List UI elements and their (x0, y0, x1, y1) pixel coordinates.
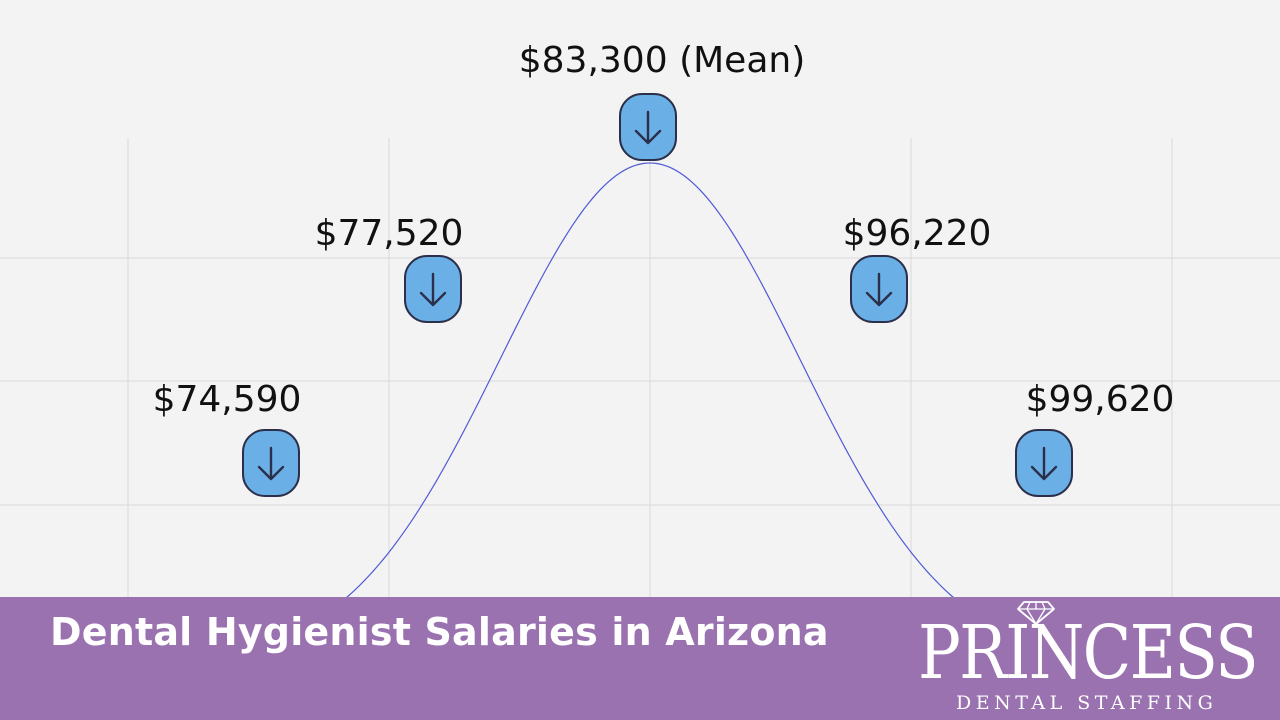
salary-labels: $74,590 $77,520 $83,300 (Mean) $96,220 $99,6… (153, 40, 1175, 420)
logo-subtitle: DENTAL STAFFING (956, 692, 1218, 714)
salary-markers (242, 93, 1073, 497)
salary-marker (242, 429, 300, 497)
princess-logo: PRINCESS DENTAL STAFFING (918, 600, 1268, 718)
title-banner (0, 597, 1280, 720)
arrow-down-icon (634, 110, 662, 145)
salary-label: $74,590 (153, 379, 302, 420)
arrow-down-icon (257, 446, 285, 481)
arrow-down-icon (419, 272, 447, 307)
salary-label: $96,220 (843, 213, 992, 254)
salary-label: $99,620 (1026, 379, 1175, 420)
salary-marker (404, 255, 462, 323)
chart-title: Dental Hygienist Salaries in Arizona (50, 610, 829, 654)
salary-marker (1015, 429, 1073, 497)
salary-label: $83,300 (Mean) (519, 40, 806, 81)
diamond-icon (1017, 601, 1055, 625)
salary-marker (850, 255, 908, 323)
chart-grid (0, 138, 1280, 597)
salary-marker (619, 93, 677, 161)
logo-wordmark: PRINCESS (918, 610, 1259, 696)
arrow-down-icon (865, 272, 893, 307)
arrow-down-icon (1030, 446, 1058, 481)
salary-label: $77,520 (315, 213, 464, 254)
